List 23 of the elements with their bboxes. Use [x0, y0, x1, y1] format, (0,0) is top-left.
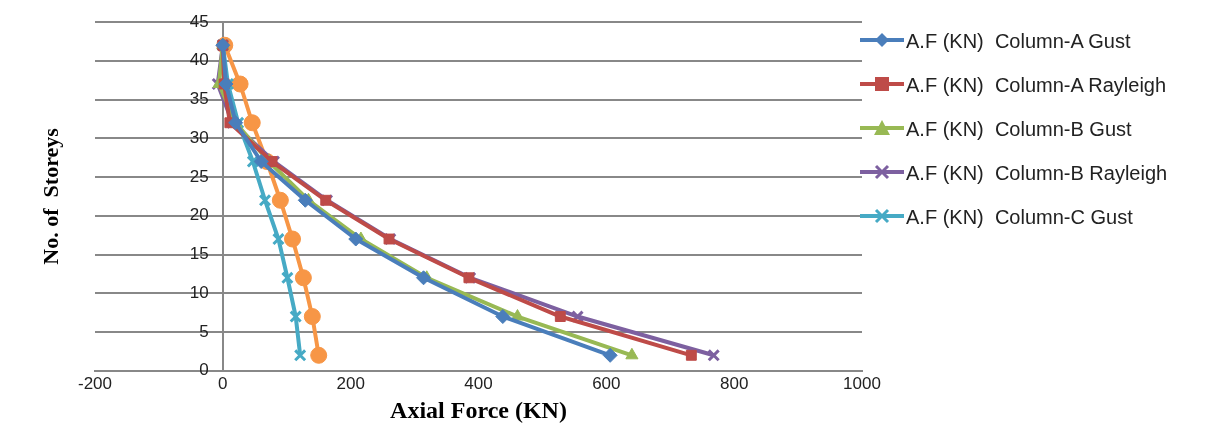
y-tick-label: 30	[189, 127, 223, 147]
legend-label: A.F (KN) Column-C Gust	[906, 205, 1133, 230]
x-axis-title: Axial Force (KN)	[390, 396, 567, 423]
y-axis-title: No. of Storeys	[37, 127, 63, 265]
x-tick-label: -200	[77, 373, 113, 393]
y-tick-label: 25	[189, 166, 223, 186]
y-tick-label: 15	[189, 244, 223, 264]
y-tick-label: 0	[199, 360, 209, 380]
x-tick-label: 400	[464, 373, 493, 393]
y-tick-label: 10	[189, 282, 223, 302]
y-tick-label: 5	[199, 321, 223, 341]
legend-label: A.F (KN) Column-A Rayleigh	[906, 73, 1167, 98]
legend-label: A.F (KN) Column-A Gust	[906, 29, 1131, 54]
x-tick-label: 200	[336, 373, 365, 393]
y-tick-label: 20	[189, 205, 223, 225]
x-tick-label: 800	[719, 373, 749, 393]
x-tick-label: 600	[592, 373, 621, 393]
y-tick-label: 35	[189, 89, 223, 109]
legend-label: A.F (KN) Column-B Rayleigh	[906, 161, 1168, 186]
legend-label: A.F (KN) Column-B Gust	[906, 117, 1132, 142]
x-tick-label: 1000	[843, 373, 881, 393]
y-tick-label: 45	[189, 11, 223, 31]
y-tick-label: 40	[189, 50, 223, 70]
